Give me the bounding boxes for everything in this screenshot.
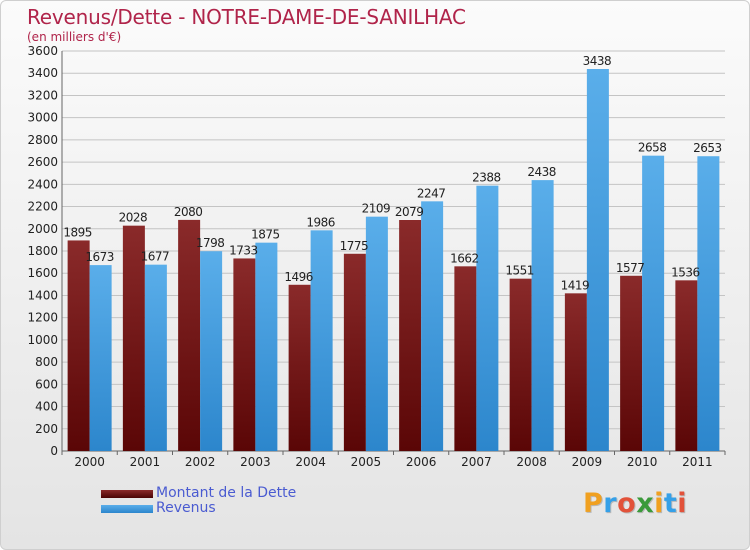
data-label-dette: 1551 [505, 264, 534, 278]
bar-dette [454, 266, 477, 451]
logo-letter: r [603, 488, 618, 519]
proxiti-logo: Proxiti [583, 488, 687, 519]
data-label-revenus: 2438 [527, 165, 556, 179]
data-label-revenus: 1673 [85, 250, 114, 264]
chart-title: Revenus/Dette - NOTRE-DAME-DE-SANILHAC [27, 5, 466, 29]
x-tick-label: 2011 [682, 455, 713, 469]
y-tick-label: 1600 [27, 266, 58, 280]
bar-dette [675, 280, 698, 451]
data-label-revenus: 2388 [472, 171, 501, 185]
legend-swatch-revenus [101, 505, 153, 513]
data-label-dette: 1496 [284, 270, 313, 284]
bar-layer [67, 69, 720, 451]
axis-layer: 0 200 400 600 800 1000 1200 1400 1600 1800 2000 220… [27, 44, 726, 469]
bar-dette [67, 240, 90, 451]
bar-revenus [144, 264, 167, 451]
y-tick-label: 1400 [27, 288, 58, 302]
x-tick-label: 2010 [627, 455, 658, 469]
bar-dette [233, 258, 256, 451]
y-tick-label: 2200 [27, 200, 58, 214]
y-tick-label: 200 [35, 422, 58, 436]
logo-letter: o [617, 488, 637, 519]
bar-revenus [421, 201, 444, 451]
bar-dette [178, 219, 201, 451]
data-label-revenus: 2109 [362, 202, 391, 216]
x-tick-label: 2006 [406, 455, 437, 469]
data-label-dette: 1419 [561, 278, 590, 292]
bar-dette [509, 278, 532, 451]
y-tick-label: 800 [35, 355, 58, 369]
y-tick-label: 3600 [27, 44, 58, 58]
bar-revenus [697, 156, 720, 451]
bar-revenus [310, 230, 333, 451]
x-tick-label: 2004 [295, 455, 326, 469]
data-label-revenus: 1875 [251, 228, 280, 242]
data-label-dette: 1577 [616, 261, 645, 275]
data-label-revenus: 2247 [417, 186, 446, 200]
y-tick-label: 2800 [27, 133, 58, 147]
bar-revenus [642, 155, 665, 451]
x-tick-label: 2000 [74, 455, 105, 469]
legend-label-revenus: Revenus [156, 500, 216, 516]
bar-dette [288, 284, 311, 451]
data-label-dette: 1895 [63, 225, 92, 239]
x-tick-label: 2007 [461, 455, 492, 469]
bar-dette [122, 225, 145, 451]
logo-letter: P [583, 488, 604, 519]
logo-letter: x [636, 488, 655, 519]
logo-letter: i [654, 488, 664, 519]
bar-dette [399, 220, 422, 451]
data-label-dette: 1733 [229, 243, 258, 257]
logo-letter: t [663, 488, 678, 519]
x-tick-label: 2001 [130, 455, 161, 469]
bar-revenus [586, 69, 609, 451]
bar-revenus [200, 251, 223, 451]
data-label-dette: 1662 [450, 251, 479, 265]
logo-letter: i [677, 488, 688, 519]
y-tick-label: 600 [35, 377, 58, 391]
data-label-dette: 2080 [174, 205, 203, 219]
bar-revenus [476, 185, 499, 451]
bar-dette [620, 275, 643, 451]
data-label-revenus: 2653 [693, 141, 722, 155]
bar-revenus [255, 242, 278, 451]
legend-swatch-dette [101, 490, 153, 498]
y-tick-label: 2400 [27, 177, 58, 191]
data-label-revenus: 3438 [583, 54, 612, 68]
x-tick-label: 2005 [351, 455, 382, 469]
x-tick-label: 2002 [185, 455, 216, 469]
y-tick-label: 3200 [27, 88, 58, 102]
y-tick-label: 2000 [27, 222, 58, 236]
data-label-revenus: 2658 [638, 141, 667, 155]
legend-label-dette: Montant de la Dette [156, 485, 297, 501]
y-tick-label: 1800 [27, 244, 58, 258]
data-label-revenus: 1677 [141, 250, 170, 264]
chart-subtitle: (en milliers d'€) [27, 30, 122, 44]
x-tick-label: 2008 [516, 455, 547, 469]
bar-revenus [365, 216, 388, 451]
bar-dette [564, 293, 587, 451]
y-tick-label: 1000 [27, 333, 58, 347]
data-label-dette: 1775 [340, 239, 369, 253]
x-tick-label: 2009 [572, 455, 603, 469]
data-label-revenus: 1798 [196, 236, 225, 250]
data-label-dette: 1536 [671, 265, 700, 279]
data-label-dette: 2079 [395, 205, 424, 219]
y-tick-label: 3400 [27, 66, 58, 80]
data-label-revenus: 1986 [306, 215, 335, 229]
bar-revenus [531, 180, 554, 451]
data-label-dette: 2028 [119, 211, 148, 225]
bar-dette [343, 253, 366, 451]
y-tick-label: 2600 [27, 155, 58, 169]
bar-revenus [89, 265, 112, 451]
y-tick-label: 0 [50, 444, 58, 458]
x-tick-label: 2003 [240, 455, 271, 469]
y-tick-label: 400 [35, 400, 58, 414]
y-tick-label: 1200 [27, 311, 58, 325]
y-tick-label: 3000 [27, 111, 58, 125]
